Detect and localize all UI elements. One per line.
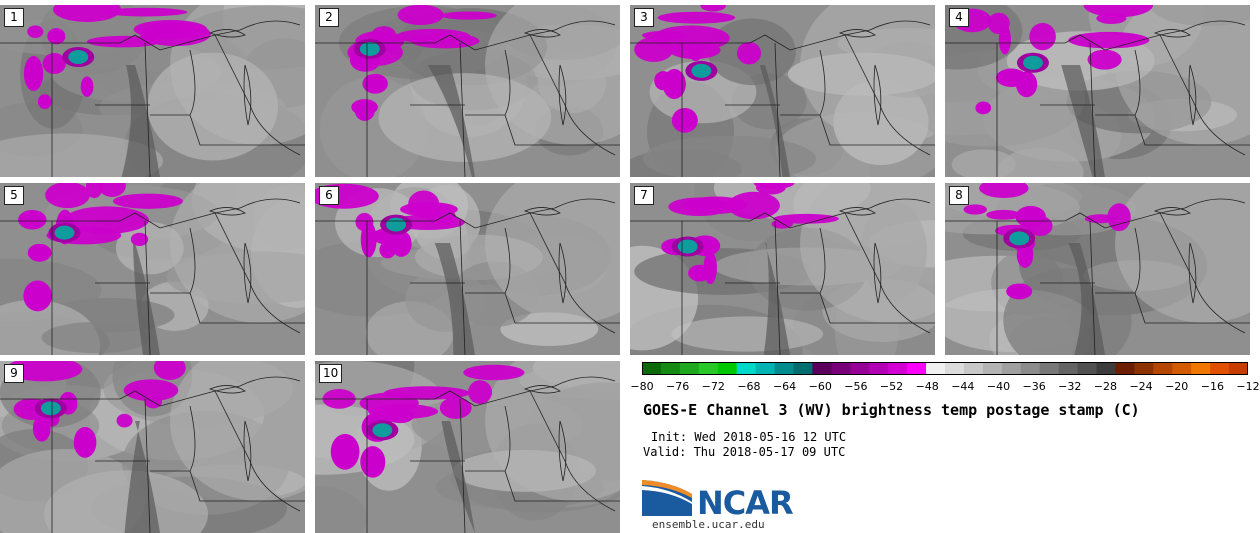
colorbar-segment	[963, 362, 984, 375]
colorbar-segment	[1077, 362, 1097, 375]
colorbar-segment	[945, 362, 965, 375]
wv-map	[315, 183, 620, 355]
colorbar-segment	[1039, 362, 1060, 375]
colorbar-tick-label: −24	[1129, 380, 1153, 393]
map-panel-4: 4	[945, 5, 1250, 177]
colorbar-segment	[717, 362, 738, 375]
colorbar-segment	[1172, 362, 1192, 375]
colorbar-tick-label: −52	[879, 380, 904, 393]
panel-number: 1	[4, 8, 24, 27]
colorbar-segment	[793, 362, 813, 375]
init-time: Init: Wed 2018-05-16 12 UTC	[651, 430, 847, 444]
map-panel-5: 5	[0, 183, 305, 355]
colorbar-segment	[869, 362, 889, 375]
map-panel-9: 9	[0, 361, 305, 533]
panel-number: 5	[4, 186, 24, 205]
colorbar-segment	[1001, 362, 1022, 375]
wv-map	[0, 5, 305, 177]
colorbar-tick-label: −40	[986, 380, 1011, 393]
map-panel-10: 10	[315, 361, 620, 533]
colorbar-segment	[1210, 362, 1230, 375]
wv-map	[945, 5, 1250, 177]
colorbar-tick-label: −20	[1165, 380, 1189, 393]
colorbar-segment	[736, 362, 757, 375]
colorbar-tick-label: −44	[951, 380, 975, 393]
colorbar-segment	[679, 362, 700, 375]
colorbar-tick-label: −12	[1236, 380, 1260, 393]
colorbar-segment	[1096, 362, 1116, 375]
colorbar-segment	[926, 362, 946, 375]
map-panel-6: 6	[315, 183, 620, 355]
colorbar-segment	[1229, 362, 1248, 375]
map-panel-1: 1	[0, 5, 305, 177]
colorbar-segment	[812, 362, 832, 375]
panel-number: 10	[319, 364, 343, 383]
wv-map	[945, 183, 1250, 355]
site-url: ensemble.ucar.edu	[652, 518, 765, 531]
colorbar-tick-label: −68	[737, 380, 761, 393]
colorbar-segment	[642, 362, 662, 375]
valid-time: Valid: Thu 2018-05-17 09 UTC	[643, 445, 846, 459]
colorbar-tick-label: −60	[808, 380, 832, 393]
colorbar-tick-label: −80	[630, 380, 654, 393]
panel-number: 2	[319, 8, 339, 27]
panel-number: 4	[949, 8, 969, 27]
colorbar-tick-label: −28	[1093, 380, 1118, 393]
colorbar-tick-label: −72	[701, 380, 725, 393]
colorbar-segment	[1153, 362, 1173, 375]
map-panel-3: 3	[630, 5, 935, 177]
wv-map	[315, 361, 620, 533]
panel-number: 6	[319, 186, 339, 205]
colorbar-segment	[1134, 362, 1154, 375]
ncar-logo	[642, 480, 692, 516]
panel-number: 7	[634, 186, 654, 205]
figure-title: GOES-E Channel 3 (WV) brightness temp po…	[643, 401, 1140, 419]
colorbar-tick-label: −76	[666, 380, 690, 393]
colorbar-segment	[1191, 362, 1211, 375]
colorbar-segment	[907, 362, 927, 375]
colorbar-tick-label: −36	[1022, 380, 1046, 393]
wv-map	[630, 5, 935, 177]
colorbar-segment	[888, 362, 908, 375]
colorbar-segment	[1020, 362, 1041, 375]
wv-map	[630, 183, 935, 355]
colorbar-tick-label: −16	[1200, 380, 1224, 393]
colorbar-segment	[1058, 362, 1079, 375]
colorbar	[642, 362, 1248, 375]
colorbar-segment	[774, 362, 794, 375]
colorbar-segment	[850, 362, 870, 375]
wv-map	[0, 361, 305, 533]
map-panel-7: 7	[630, 183, 935, 355]
colorbar-tick-label: −32	[1058, 380, 1082, 393]
colorbar-segment	[698, 362, 719, 375]
wv-map	[0, 183, 305, 355]
panel-number: 8	[949, 186, 969, 205]
panel-number: 9	[4, 364, 24, 383]
colorbar-segment	[982, 362, 1003, 375]
panel-number: 3	[634, 8, 654, 27]
colorbar-tick-label: −48	[915, 380, 939, 393]
wv-map	[315, 5, 620, 177]
colorbar-segment	[755, 362, 776, 375]
colorbar-segment	[660, 362, 681, 375]
colorbar-segment	[1115, 362, 1135, 375]
colorbar-tick-label: −56	[844, 380, 868, 393]
map-panel-2: 2	[315, 5, 620, 177]
map-panel-8: 8	[945, 183, 1250, 355]
colorbar-segment	[831, 362, 851, 375]
ncar-logo-text: NCAR	[697, 484, 794, 522]
colorbar-tick-label: −64	[772, 380, 797, 393]
